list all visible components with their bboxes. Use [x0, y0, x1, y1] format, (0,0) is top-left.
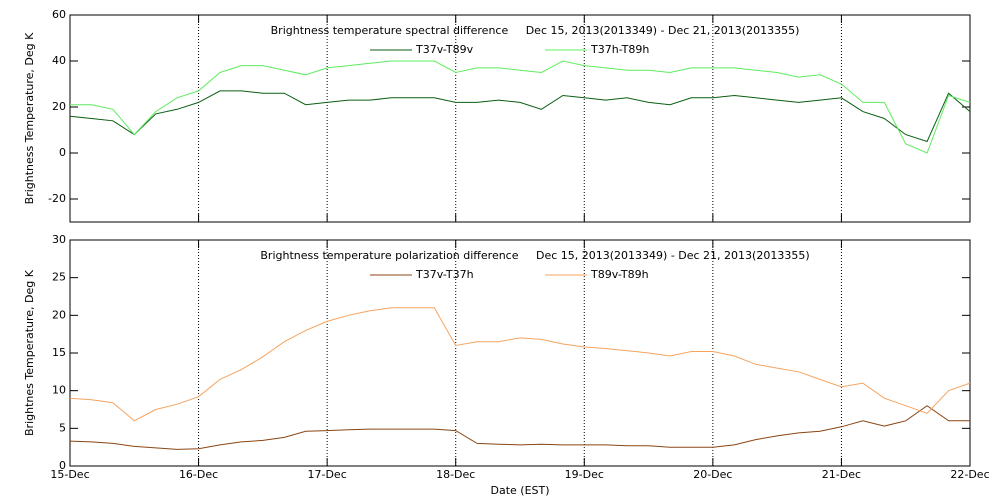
y-tick-label: 60 [52, 8, 66, 21]
y-tick-label: 20 [52, 100, 66, 113]
x-tick-label: 22-Dec [950, 468, 989, 481]
data-line [70, 60, 971, 154]
data-line [69, 405, 970, 450]
x-tick-label: 21-Dec [822, 468, 861, 481]
y-tick-label: 10 [52, 384, 66, 397]
data-line [69, 307, 971, 422]
y-tick-label: 15 [52, 346, 66, 359]
legend-label: T37v-T89v [415, 43, 474, 56]
y-tick-label: 0 [59, 459, 66, 472]
y-tick-label: -20 [48, 192, 66, 205]
x-tick-label: 20-Dec [693, 468, 732, 481]
y-tick-label: 30 [52, 233, 66, 246]
y-axis-label: Brightness Temperature, Deg K [23, 32, 36, 204]
y-tick-label: 0 [59, 146, 66, 159]
plot-frame [69, 239, 971, 467]
legend-label: T89v-T89h [590, 268, 649, 281]
x-tick-label: 19-Dec [565, 468, 604, 481]
x-axis-label: Date (EST) [490, 484, 549, 497]
legend-label: T37h-T89h [590, 43, 649, 56]
x-tick-label: 18-Dec [436, 468, 475, 481]
panel-title: Brightness temperature spectral differen… [271, 24, 800, 37]
y-tick-label: 5 [59, 421, 66, 434]
x-tick-label: 15-Dec [50, 468, 89, 481]
panel-title: Brightness temperature polarization diff… [260, 249, 809, 262]
y-axis-label: Brightnes Temperature, Deg K [23, 269, 36, 436]
x-tick-label: 17-Dec [308, 468, 347, 481]
x-tick-label: 16-Dec [179, 468, 218, 481]
y-tick-label: 40 [52, 54, 66, 67]
y-tick-label: 20 [52, 308, 66, 321]
plot-frame [69, 14, 971, 223]
legend-label: T37v-T37h [415, 268, 474, 281]
y-tick-label: 25 [52, 271, 66, 284]
data-line [69, 90, 971, 143]
